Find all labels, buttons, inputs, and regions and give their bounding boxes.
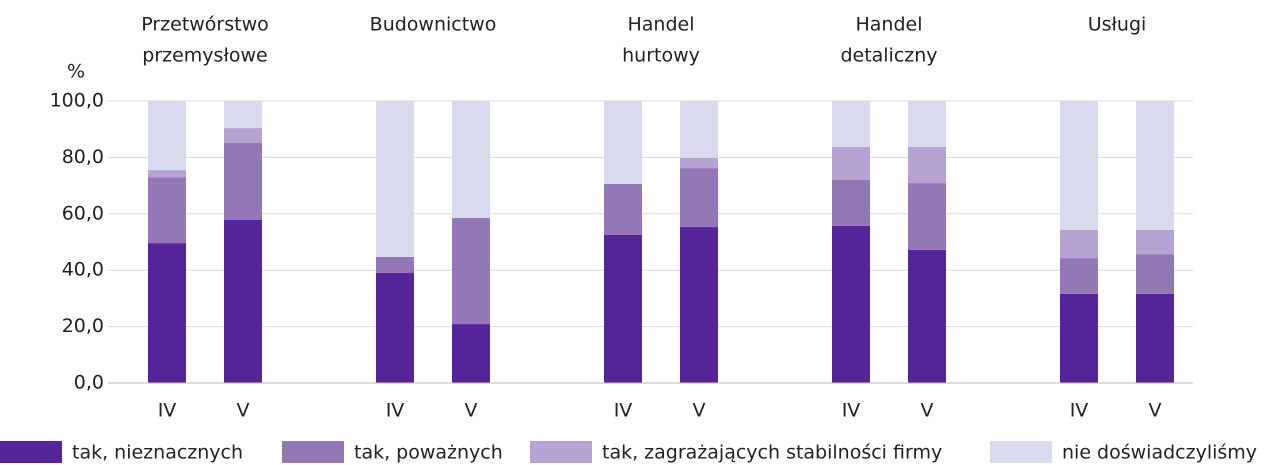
x-tick-label: V <box>921 400 934 422</box>
bar-segment <box>1136 254 1174 294</box>
legend-label: nie doświadczyliśmy <box>1062 442 1257 464</box>
group-label: hurtowy <box>622 45 700 67</box>
bar-segment <box>832 179 870 226</box>
legend-swatch <box>0 441 62 463</box>
x-tick-label: V <box>465 400 478 422</box>
y-axis-unit: % <box>67 61 85 83</box>
bar-segment <box>832 225 870 383</box>
bar-segment <box>604 183 642 235</box>
bar-segment <box>148 177 186 244</box>
legend-swatch <box>282 441 344 463</box>
group-label: Usługi <box>1088 14 1147 36</box>
group-label: detaliczny <box>840 45 937 67</box>
bar-segment <box>224 128 262 144</box>
y-tick-label: 60,0 <box>62 202 104 224</box>
y-tick-label: 20,0 <box>62 315 104 337</box>
bar-segment <box>908 101 946 147</box>
bar-segment <box>148 243 186 383</box>
bar-segment <box>1136 101 1174 230</box>
bar-segment <box>680 101 718 158</box>
bar-segment <box>832 101 870 147</box>
bar-segment <box>452 218 490 325</box>
bar-segment <box>604 101 642 184</box>
bar-segment <box>148 101 186 171</box>
x-tick-label: IV <box>386 400 405 422</box>
x-tick-label: IV <box>158 400 177 422</box>
group-label: Budownictwo <box>370 14 497 36</box>
legend-label: tak, zagrażających stabilności firmy <box>602 442 942 464</box>
group-label: Przetwórstwo <box>141 14 269 36</box>
legend-swatch <box>990 441 1052 463</box>
group-label: przemysłowe <box>142 45 267 67</box>
bar-segment <box>224 220 262 383</box>
bar-segment <box>832 146 870 180</box>
y-tick-label: 40,0 <box>62 259 104 281</box>
legend-label: tak, nieznacznych <box>72 442 243 464</box>
bar-segment <box>376 256 414 274</box>
bar-segment <box>908 249 946 383</box>
bar-segment <box>680 168 718 228</box>
bar-segment <box>224 101 262 129</box>
bar-segment <box>452 324 490 383</box>
bar-segment <box>908 183 946 250</box>
bar-segment <box>1060 229 1098 259</box>
bar-segment <box>376 273 414 383</box>
x-tick-label: IV <box>842 400 861 422</box>
legend-swatch <box>530 441 592 463</box>
x-tick-label: V <box>1149 400 1162 422</box>
y-tick-label: 0,0 <box>74 372 104 394</box>
bar-segment <box>604 234 642 383</box>
bar-segment <box>224 143 262 221</box>
bar-segment <box>148 170 186 178</box>
bar-segment <box>680 157 718 169</box>
x-tick-label: IV <box>614 400 633 422</box>
y-tick-label: 80,0 <box>62 146 104 168</box>
group-label: Handel <box>627 14 694 36</box>
x-tick-label: V <box>693 400 706 422</box>
bar-segment <box>452 101 490 219</box>
bar-segment <box>1136 293 1174 383</box>
bar-segment <box>376 101 414 257</box>
group-label: Handel <box>855 14 922 36</box>
x-tick-label: IV <box>1070 400 1089 422</box>
bar-segment <box>1060 293 1098 383</box>
bar-segment <box>1060 258 1098 294</box>
legend-label: tak, poważnych <box>354 442 503 464</box>
bar-segment <box>680 227 718 383</box>
bar-segment <box>1136 229 1174 255</box>
bar-segment <box>1060 101 1098 230</box>
bar-segment <box>908 146 946 184</box>
x-tick-label: V <box>237 400 250 422</box>
y-tick-label: 100,0 <box>50 90 104 112</box>
